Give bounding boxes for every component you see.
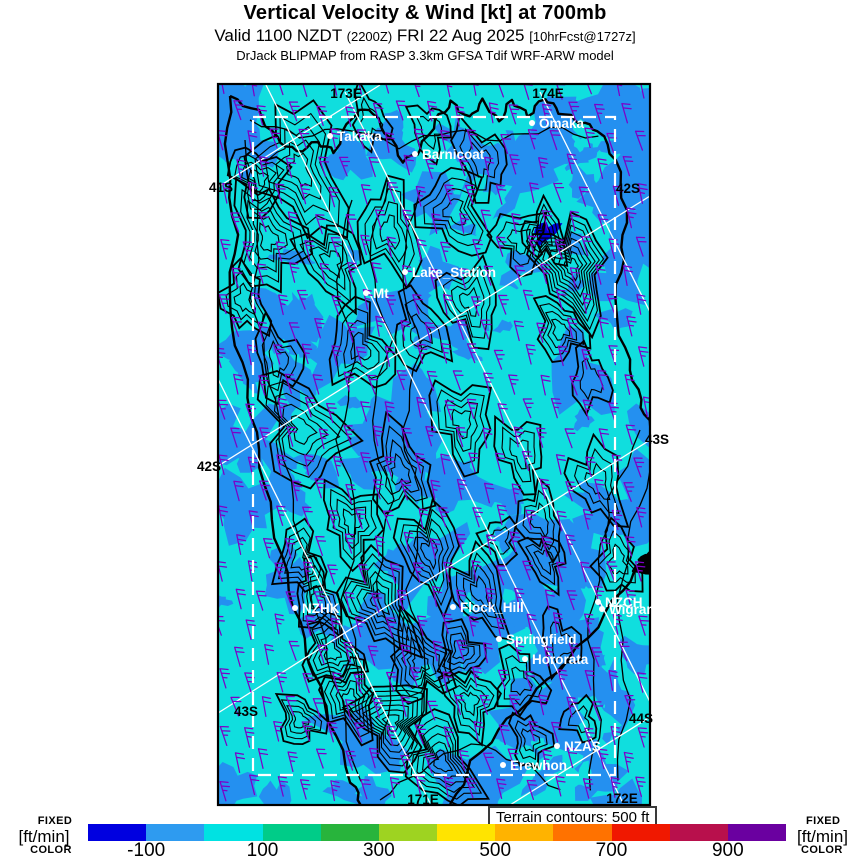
colorbar-tick-300: 300 — [362, 840, 395, 861]
lat-lon-graticule — [218, 84, 650, 805]
site-dot-omaka — [529, 120, 535, 126]
colorbar-segment-7 — [437, 824, 496, 841]
colorbar-tick-500: 500 — [479, 840, 512, 861]
site-labels: Takaka Barnicoat Omaka Lake_Station Mt NZHK Fl… — [292, 116, 658, 773]
site-dot-lake_station — [402, 269, 408, 275]
colorbar-segment-8 — [495, 824, 554, 841]
site-label-nzhk: NZHK — [302, 601, 340, 616]
valid-time-utc: (2200Z) — [346, 29, 393, 44]
valid-time-line: Valid 1100 NZDT (2200Z) FRI 22 Aug 2025 … — [0, 26, 850, 46]
site-label-wigram: Wigram — [609, 602, 658, 617]
page-title: Vertical Velocity & Wind [kt] at 700mb — [243, 2, 607, 24]
site-label-takaka: Takaka — [337, 129, 382, 144]
fixed-label: FIXED — [37, 815, 73, 827]
site-dot-barnicoat — [412, 151, 418, 157]
colorbar-tick-700: 700 — [595, 840, 628, 861]
site-dot-nzas — [554, 743, 560, 749]
colorbar-segment-12 — [727, 824, 787, 841]
site-label-nzas: NZAS — [564, 739, 601, 754]
graticule-label-41s: 41S — [209, 180, 233, 195]
colorbar-segment-1 — [88, 824, 147, 841]
site-label-springfield: Springfield — [506, 632, 577, 647]
colorbar-segment-10 — [611, 824, 670, 841]
site-label-lake_station: Lake_Station — [412, 265, 496, 280]
graticule-labels: 173E 174E 171E 172E 41S 42S 43S 42S 43S 44S — [197, 86, 669, 807]
graticule-label-174e: 174E — [532, 86, 564, 101]
plot-header: Vertical Velocity & Wind [kt] at 700mb V… — [0, 2, 850, 63]
site-dot-erewhon — [500, 762, 506, 768]
colorbar-segment-9 — [553, 824, 612, 841]
site-label-hororata: Hororata — [532, 652, 589, 667]
valid-time: Valid 1100 NZDT — [214, 26, 342, 45]
site-label-flock_hill: Flock_Hill — [460, 600, 524, 615]
site-dot-nzch — [595, 599, 601, 605]
site-label-erewhon: Erewhon — [510, 758, 567, 773]
site-dot-springfield — [496, 636, 502, 642]
vertical-velocity-wind-map: 173E 174E 171E 172E 41S 42S 43S 42S 43S 44S Takak… — [197, 82, 669, 807]
colorbar-segment-4 — [262, 824, 321, 841]
graticule-label-42s: 42S — [616, 181, 640, 196]
map-frame — [216, 82, 652, 807]
site-dot-flock_hill — [450, 604, 456, 610]
site-label-nzch: NZCH — [605, 595, 643, 610]
forecast-age-note: [10hrFcst@1727z] — [529, 29, 636, 44]
graticule-label-44s: 44S — [629, 711, 653, 726]
graticule-label-42s: 42S — [197, 459, 221, 474]
graticule-label-172e: 172E — [606, 791, 638, 806]
graticule-label-171e: 171E — [407, 792, 439, 807]
valid-date: FRI 22 Aug 2025 — [396, 26, 525, 45]
model-info-line: DrJack BLIPMAP from RASP 3.3km GFSA Tdif… — [236, 48, 614, 63]
colorbar-segment-11 — [669, 824, 728, 841]
colorbar-tick-100: 100 — [246, 840, 279, 861]
fixed-label: FIXED — [806, 816, 841, 827]
colorbar-tick--100: -100 — [127, 840, 166, 861]
color-label: COLOR — [801, 844, 843, 857]
site-dot-takaka — [327, 133, 333, 139]
colorbar-segment-6 — [378, 824, 438, 841]
site-dot-nzhk — [292, 605, 298, 611]
site-label-mt: Mt — [373, 286, 389, 301]
colorbar — [88, 824, 787, 841]
colorbar-tick-900: 900 — [711, 840, 744, 861]
colorbar-unit-right: FIXED [ft/min] COLOR — [797, 816, 850, 857]
ftmin-unit-label: [ft/min] — [797, 826, 849, 846]
model-domain-dashed-box — [251, 115, 617, 777]
graticule-label-173e: 173E — [330, 86, 362, 101]
colorbar-segment-2 — [146, 824, 205, 841]
site-dot-mt — [363, 290, 369, 296]
colorbar-segment-3 — [204, 824, 263, 841]
colorbar-segment-5 — [320, 824, 379, 841]
graticule-label-43s: 43S — [645, 432, 669, 447]
site-dot-wigram — [599, 606, 605, 612]
color-label: COLOR — [30, 844, 72, 857]
site-label-omaka: Omaka — [539, 116, 585, 131]
graticule-label-43s: 43S — [234, 704, 258, 719]
site-dot-hororata — [522, 656, 528, 662]
ftmin-unit-label: [ft/min] — [18, 826, 70, 846]
site-label-barnicoat: Barnicoat — [422, 147, 485, 162]
colorbar-unit-left: FIXED [ft/min] COLOR — [8, 815, 80, 857]
